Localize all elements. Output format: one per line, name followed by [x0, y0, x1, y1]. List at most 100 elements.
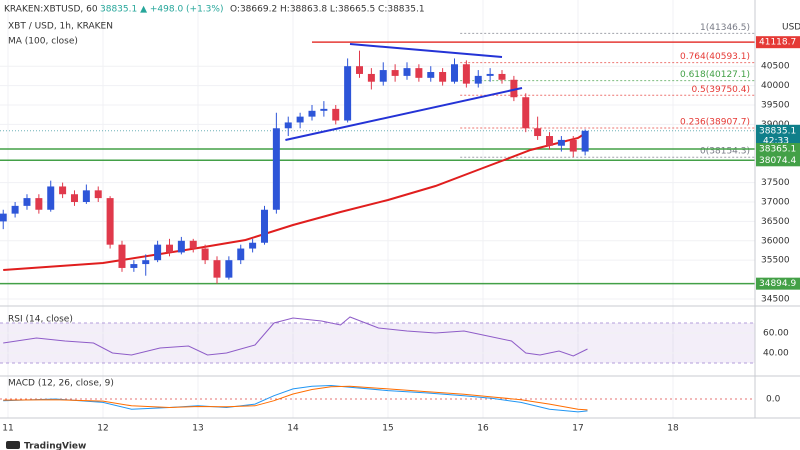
candle-body: [35, 198, 43, 210]
candle-body: [130, 264, 138, 268]
x-tick-label: 17: [572, 424, 583, 434]
chart-title: XBT / USD, 1h, KRAKEN: [8, 22, 113, 32]
candle-body: [557, 139, 565, 146]
candle-body: [47, 186, 55, 210]
candle-body: [308, 110, 316, 117]
price-label-box: [756, 154, 800, 167]
fib-label: 0.618(40127.1): [680, 70, 750, 80]
candle-body: [546, 136, 554, 146]
price-label-box: [756, 36, 800, 49]
y-tick-label: 60.00: [763, 329, 789, 339]
candle-body: [0, 213, 7, 222]
x-tick-label: 18: [667, 424, 679, 434]
candle-body: [118, 244, 126, 268]
y-tick-label: 40.00: [763, 349, 789, 359]
candle-body: [355, 66, 363, 74]
x-tick-label: 11: [2, 424, 13, 434]
trend-line: [285, 87, 523, 141]
axis-labels: 11 12 13 14 15 16 17 18 34500 35500 36000 36500 3700…: [2, 36, 800, 434]
candle-body: [581, 130, 589, 152]
price-label: 34894.9: [759, 279, 796, 289]
price-label-box: [756, 124, 800, 147]
candle-body: [427, 72, 435, 78]
rsi-title: RSI (14, close): [8, 315, 73, 325]
fib-label: 0.236(38907.7): [680, 117, 750, 127]
y-tick-label: 0.0: [766, 395, 781, 405]
candle-body: [225, 260, 233, 278]
candle-body: [462, 64, 470, 84]
candle-body: [296, 116, 304, 123]
candle-body: [474, 75, 482, 84]
footer: TradingView: [24, 442, 86, 450]
candle-body: [23, 198, 31, 206]
candle-body: [201, 248, 209, 261]
candle-body: [510, 79, 518, 98]
candle-body: [70, 194, 78, 202]
y-tick-label: 36500: [761, 217, 790, 227]
candle-body: [344, 66, 352, 121]
countdown: 42:33: [763, 136, 789, 146]
candle-body: [569, 139, 577, 152]
y-tick-label: 40500: [761, 62, 790, 72]
x-tick-label: 13: [192, 424, 203, 434]
rsi-line: [3, 316, 588, 357]
candle-body: [498, 73, 506, 80]
candle-body: [379, 70, 387, 82]
y-tick-label: 40000: [761, 81, 790, 91]
x-tick-label: 16: [477, 424, 489, 434]
quote: 38835.1 ▲ +498.0 (+1.3%): [100, 5, 223, 15]
candle-body: [451, 64, 459, 82]
candle-body: [391, 70, 399, 76]
trend-line: [349, 43, 503, 58]
candle-body: [534, 128, 542, 137]
price-axis: [755, 0, 800, 418]
candle-body: [154, 244, 162, 261]
candle-body: [82, 190, 90, 202]
y-tick-label: 39500: [761, 100, 790, 110]
candle-body: [284, 122, 292, 129]
y-tick-label: 36000: [761, 236, 790, 246]
candle-body: [249, 242, 257, 249]
x-tick-label: 12: [97, 424, 108, 434]
candle-body: [486, 73, 494, 76]
candle-body: [237, 248, 245, 261]
y-tick-label: 37000: [761, 197, 790, 207]
macd-title: MACD (12, 26, close, 9): [8, 379, 114, 389]
currency: USD: [782, 23, 800, 33]
fib-label: 0.5(39750.4): [691, 85, 750, 95]
price-label: 38365.1: [759, 145, 796, 155]
plot-area: 1(41346.5) 0.764(40593.1) 0.618(40127.1) 0.…: [0, 0, 755, 418]
candle-body: [439, 72, 447, 82]
price-label-box: [756, 143, 800, 156]
y-tick-label: 37500: [761, 178, 790, 188]
candle-body: [272, 128, 280, 210]
y-tick-label: 35500: [761, 256, 790, 266]
rsi-band: [0, 323, 755, 363]
candle-body: [165, 244, 173, 253]
candle-body: [94, 190, 102, 199]
candle-body: [260, 209, 268, 243]
macd-line: [3, 384, 588, 413]
y-tick-label: 34500: [761, 294, 790, 304]
candle-body: [59, 186, 67, 195]
price-label-box: [756, 277, 800, 290]
candle-body: [522, 97, 530, 129]
price-label: 38074.4: [759, 156, 796, 166]
x-tick-label: 15: [382, 424, 393, 434]
ohlc: O:38669.2 H:38863.8 L:38665.5 C:38835.1: [230, 5, 425, 15]
logo-icon: [6, 441, 20, 449]
fib-label: 0.764(40593.1): [680, 52, 750, 62]
candle-body: [106, 198, 114, 245]
price-label: 41118.7: [759, 38, 796, 48]
candle-body: [142, 260, 150, 265]
x-tick-label: 14: [287, 424, 299, 434]
candle-body: [11, 205, 19, 214]
fib-label: 1(41346.5): [700, 23, 750, 33]
candle-body: [415, 68, 423, 78]
ma-title: MA (100, close): [8, 37, 78, 47]
candle-body: [367, 73, 375, 82]
symbol: KRAKEN:XBTUSD, 60: [4, 5, 98, 15]
fib-label: 0(38154.3): [700, 147, 750, 157]
candle-body: [320, 108, 328, 111]
